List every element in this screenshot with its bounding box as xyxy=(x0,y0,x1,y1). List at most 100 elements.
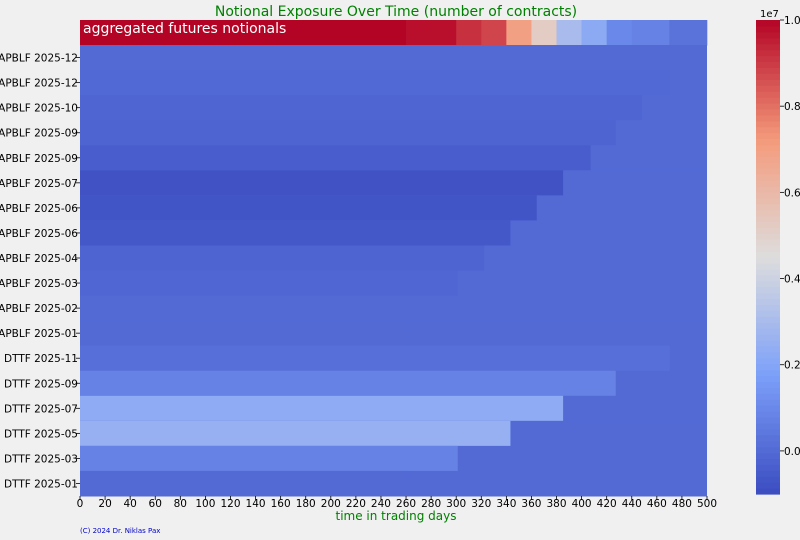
heatmap-cell xyxy=(481,20,507,46)
heatmap-cell xyxy=(80,320,407,347)
heatmap-cell xyxy=(80,20,407,46)
colorbar-step xyxy=(756,434,780,442)
colorbar-step xyxy=(756,262,780,270)
colorbar-step xyxy=(756,162,780,169)
colorbar-step xyxy=(756,274,780,282)
colorbar-step xyxy=(756,334,780,341)
row-label: APBLF 2025-12 xyxy=(0,53,78,65)
heatmap-cell xyxy=(80,120,616,146)
colorbar-step xyxy=(756,61,780,68)
credit-text: (C) 2024 Dr. Niklas Pax xyxy=(80,527,161,535)
colorbar-step xyxy=(756,209,780,217)
colorbar-step xyxy=(756,168,780,175)
heatmap-cell xyxy=(80,220,511,246)
x-tick-label: 340 xyxy=(496,498,516,510)
colorbar-step xyxy=(756,310,780,317)
x-tick-label: 420 xyxy=(597,498,617,510)
colorbar-step xyxy=(756,73,780,80)
heatmap-cell xyxy=(80,345,670,372)
row-label: APBLF 2025-12 xyxy=(0,78,78,90)
colorbar-step xyxy=(756,452,780,460)
x-tick-label: 400 xyxy=(572,498,592,510)
heatmap-cell xyxy=(80,445,458,472)
x-tick-label: 180 xyxy=(296,498,316,510)
row-label: APBLF 2025-07 xyxy=(0,178,78,190)
row-label: DTTF 2025-07 xyxy=(4,403,78,415)
colorbar-step xyxy=(756,470,780,477)
x-tick-label: 460 xyxy=(647,498,667,510)
colorbar-step xyxy=(756,221,780,228)
colorbar-step xyxy=(756,428,780,436)
colorbar-step xyxy=(756,37,780,45)
colorbar-step xyxy=(756,233,780,240)
colorbar: 0.0 0.2 0.4 0.6 0.8 1.0 xyxy=(756,15,800,495)
heatmap-cell xyxy=(80,195,537,221)
heatmap-cell xyxy=(80,420,511,447)
colorbar-step xyxy=(756,239,780,246)
x-tick-label: 280 xyxy=(421,498,441,510)
colorbar-step xyxy=(756,67,780,74)
heatmap-cell xyxy=(80,70,670,96)
heatmap-cell xyxy=(80,370,616,397)
colorbar-step xyxy=(756,381,780,388)
x-tick-label: 440 xyxy=(622,498,642,510)
colorbar-step xyxy=(756,203,780,211)
colorbar-step xyxy=(756,138,780,146)
annotation-label: aggregated futures notionals xyxy=(83,21,286,37)
heatmap-cell xyxy=(531,20,557,46)
x-tick-label: 500 xyxy=(697,498,717,510)
colorbar-step xyxy=(756,458,780,465)
colorbar-step xyxy=(756,345,780,353)
x-tick-label: 300 xyxy=(446,498,466,510)
colorbar-step xyxy=(756,446,780,454)
row-label: DTTF 2025-05 xyxy=(4,428,78,440)
x-tick-label: 120 xyxy=(220,498,240,510)
x-axis-ticks: 0 20 40 60 80 100 120 140 160 180 200 220 240 260 280 3… xyxy=(77,496,717,510)
colorbar-step xyxy=(756,482,780,489)
colorbar-step xyxy=(756,292,780,300)
colorbar-step xyxy=(756,387,780,394)
row-label: APBLF 2025-01 xyxy=(0,328,78,340)
row-label: APBLF 2025-10 xyxy=(0,103,78,115)
colorbar-tick-label: 0.4 xyxy=(784,274,800,286)
colorbar-step xyxy=(756,251,780,258)
heatmap-cell xyxy=(506,20,532,46)
colorbar-step xyxy=(756,49,780,57)
colorbar-step xyxy=(756,304,780,311)
row-label: APBLF 2025-04 xyxy=(0,253,78,265)
heatmap-cell xyxy=(80,95,643,121)
colorbar-exponent: 1e7 xyxy=(760,9,779,20)
colorbar-step xyxy=(756,464,780,471)
row-label: DTTF 2025-03 xyxy=(4,453,78,465)
colorbar-tick-label: 0.6 xyxy=(784,187,800,199)
heatmap-cell xyxy=(80,170,564,196)
colorbar-step xyxy=(756,114,780,122)
row-label: APBLF 2025-06 xyxy=(0,203,78,215)
x-tick-label: 100 xyxy=(195,498,215,510)
colorbar-step xyxy=(756,156,780,163)
heatmap-cell xyxy=(80,145,591,171)
chart-title: Notional Exposure Over Time (number of c… xyxy=(215,4,577,20)
colorbar-step xyxy=(756,322,780,329)
x-tick-label: 480 xyxy=(672,498,692,510)
colorbar-step xyxy=(756,393,780,400)
colorbar-step xyxy=(756,488,780,495)
x-tick-label: 260 xyxy=(396,498,416,510)
colorbar-step xyxy=(756,197,780,205)
colorbar-step xyxy=(756,245,780,252)
colorbar-step xyxy=(756,108,780,116)
heatmap-cell xyxy=(80,470,407,497)
colorbar-step xyxy=(756,405,780,412)
colorbar-step xyxy=(756,179,780,187)
x-tick-label: 320 xyxy=(471,498,491,510)
colorbar-step xyxy=(756,191,780,199)
colorbar-step xyxy=(756,416,780,424)
heatmap-cell xyxy=(80,395,564,422)
row-labels: APBLF 2025-12 APBLF 2025-12 APBLF 2025-10 A… xyxy=(0,53,80,490)
colorbar-step xyxy=(756,132,780,140)
colorbar-step xyxy=(756,369,780,377)
heatmap-cells xyxy=(80,20,708,497)
x-tick-label: 40 xyxy=(123,498,136,510)
row-label: APBLF 2025-06 xyxy=(0,228,78,240)
